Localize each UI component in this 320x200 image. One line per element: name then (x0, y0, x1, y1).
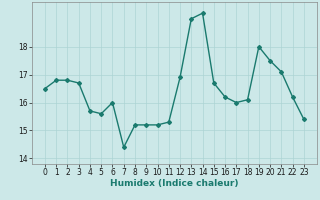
X-axis label: Humidex (Indice chaleur): Humidex (Indice chaleur) (110, 179, 239, 188)
